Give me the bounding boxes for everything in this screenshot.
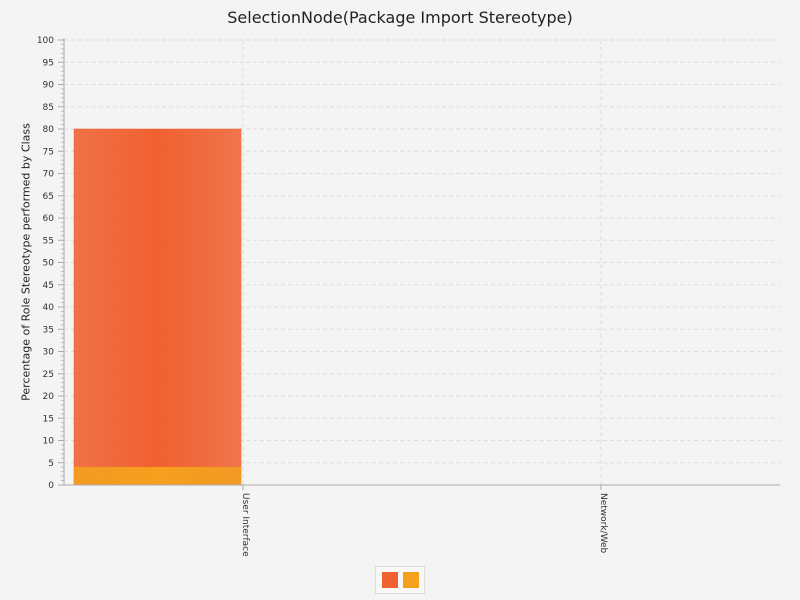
y-tick-label: 80: [43, 125, 55, 135]
legend: [375, 566, 425, 594]
y-tick-label: 15: [43, 414, 54, 424]
legend-swatch-series-2: [402, 572, 419, 588]
y-tick-label: 0: [48, 481, 54, 491]
y-tick-label: 45: [43, 281, 54, 291]
y-tick-label: 75: [43, 147, 54, 157]
bar-user-interface-series-2: [73, 466, 242, 486]
y-tick-label: 55: [43, 236, 54, 246]
y-tick-label: 35: [43, 325, 54, 335]
y-tick-label: 90: [43, 81, 55, 91]
y-tick-label: 30: [43, 348, 55, 358]
y-tick-label: 100: [37, 36, 54, 46]
y-tick-label: 95: [43, 58, 54, 68]
y-tick-label: 10: [43, 437, 55, 447]
y-tick-label: 85: [43, 103, 54, 113]
chart-title: SelectionNode(Package Import Stereotype): [227, 8, 573, 27]
legend-swatch-series-1: [381, 572, 398, 588]
x-tick-label: User Interface: [240, 493, 250, 557]
y-tick-label: 5: [48, 459, 54, 469]
y-tick-label: 60: [43, 214, 55, 224]
y-tick-label: 20: [43, 392, 55, 402]
bar-user-interface-series-1: [73, 128, 242, 486]
y-tick-label: 50: [43, 259, 55, 269]
y-tick-label: 25: [43, 370, 54, 380]
y-tick-label: 70: [43, 170, 55, 180]
x-tick-label: Network/Web: [598, 493, 608, 554]
y-tick-label: 40: [43, 303, 55, 313]
y-tick-label: 65: [43, 192, 54, 202]
